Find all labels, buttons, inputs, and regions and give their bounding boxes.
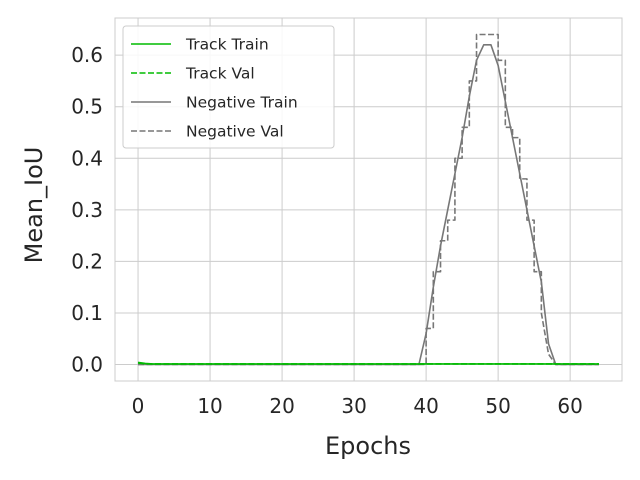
x-tick-label: 10: [197, 394, 222, 418]
series-line-track-val: [137, 362, 599, 365]
legend-label: Track Train: [185, 36, 269, 54]
series: [137, 33, 599, 366]
legend: Track Train Track Val Negative Train Negati…: [122, 25, 335, 149]
y-tick-label: 0.3: [71, 198, 103, 222]
tick-labels: 0 10 20 30 40 50 60 0.0 0.1 0.2 0.3 0.4 0.5 0.6: [71, 43, 583, 418]
legend-label: Negative Val: [186, 123, 284, 141]
x-tick-label: 0: [132, 394, 145, 418]
x-tick-label: 40: [413, 394, 438, 418]
y-tick-label: 0.2: [71, 249, 103, 273]
y-tick-label: 0.6: [71, 43, 103, 67]
legend-entries: Track Train Track Val Negative Train Negati…: [131, 36, 298, 141]
legend-label: Negative Train: [186, 94, 298, 112]
y-tick-label: 0.4: [71, 146, 103, 170]
y-axis-label: Mean_IoU: [20, 147, 48, 264]
series-line-negative-val: [138, 33, 599, 366]
y-tick-label: 0.0: [71, 353, 103, 377]
x-tick-label: 30: [341, 394, 366, 418]
legend-box: [122, 25, 335, 149]
series-line-negative-train: [138, 44, 599, 366]
y-tick-label: 0.5: [71, 95, 103, 119]
plot-frame: [114, 17, 623, 382]
y-tick-label: 0.1: [71, 301, 103, 325]
x-tick-label: 20: [269, 394, 294, 418]
x-tick-label: 60: [557, 394, 582, 418]
x-axis-label: Epochs: [325, 432, 411, 460]
x-tick-label: 50: [485, 394, 510, 418]
legend-label: Track Val: [185, 65, 255, 83]
